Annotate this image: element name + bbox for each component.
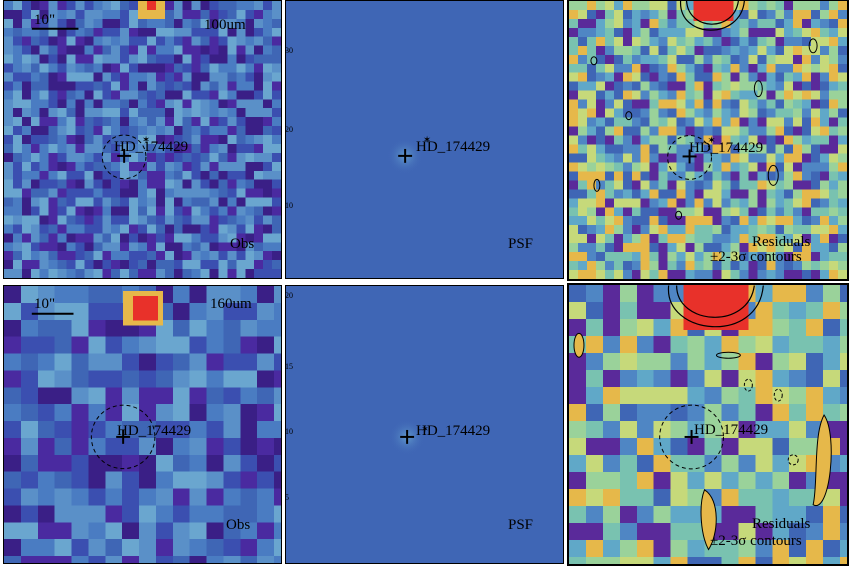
psf-map-100um xyxy=(286,1,563,278)
star-marker: ✶ xyxy=(142,135,150,146)
aperture-circle xyxy=(90,404,156,470)
panel-100um-obs: ✶ 10" 100um HD_174429 Obs xyxy=(3,0,282,279)
panel-label: PSF xyxy=(508,517,534,533)
panel-label: Residuals xyxy=(752,234,811,250)
y-tick-label: 15 xyxy=(285,362,293,371)
panel-160um-residual: HD_174429 Residuals ±2-3σ contours xyxy=(567,283,849,566)
overlay-100um-psf: ✶ xyxy=(398,135,431,163)
panel-sublabel: ±2-3σ contours xyxy=(710,249,802,265)
star-marker: ✶ xyxy=(707,135,715,146)
source-label: HD_174429 xyxy=(416,139,491,155)
contour xyxy=(685,1,739,25)
panel-label: PSF xyxy=(508,236,534,252)
star-marker: ✶ xyxy=(421,424,428,434)
scale-bar-label: 10" xyxy=(34,296,56,312)
psf-map-160um xyxy=(286,286,563,563)
panel-sublabel: ±2-3σ contours xyxy=(710,533,802,549)
source-label: HD_174429 xyxy=(416,423,491,439)
panel-160um-psf: ✶ 20 15 10 5 HD_174429 PSF xyxy=(285,285,564,564)
source-label: HD_174429 xyxy=(117,423,192,439)
panel-100um-psf: ✶ 30 20 10 HD_174429 PSF xyxy=(285,0,564,279)
y-tick-label: 20 xyxy=(285,291,293,300)
y-tick-label: 5 xyxy=(285,493,289,502)
aperture-circle xyxy=(659,404,724,470)
aperture-circle xyxy=(667,135,712,180)
y-tick-label: 20 xyxy=(285,125,293,134)
band-label: 100um xyxy=(204,17,246,33)
source-label: HD_174429 xyxy=(114,139,189,155)
aperture-circle xyxy=(101,134,147,180)
overlay-160um-obs xyxy=(31,312,156,470)
overlay-100um-residual: ✶ xyxy=(590,1,818,220)
panel-label: Obs xyxy=(230,236,255,252)
y-tick-label: 10 xyxy=(285,201,293,210)
band-label: 160um xyxy=(210,296,252,312)
panel-label: Obs xyxy=(226,517,251,533)
contour xyxy=(668,285,764,328)
residual-map-100um xyxy=(569,1,847,279)
overlay-160um-psf: ✶ xyxy=(400,424,429,444)
scale-bar-label: 10" xyxy=(34,12,56,28)
source-label: HD_174429 xyxy=(694,422,769,438)
panel-160um-obs: 10" 160um HD_174429 Obs xyxy=(3,285,282,564)
overlay-160um-residual xyxy=(573,285,832,551)
y-tick-label: 30 xyxy=(285,46,293,55)
source-label: HD_174429 xyxy=(689,140,764,156)
star-marker: ✶ xyxy=(423,135,431,146)
panel-100um-residual: ✶ HD_174429 Residuals ±2-3σ contours xyxy=(567,0,849,281)
obs-map-100um xyxy=(4,1,281,278)
obs-map-160um xyxy=(4,286,281,563)
overlay-100um-obs: ✶ xyxy=(31,27,150,180)
y-tick-label: 10 xyxy=(285,427,293,436)
panel-label: Residuals xyxy=(752,516,811,532)
